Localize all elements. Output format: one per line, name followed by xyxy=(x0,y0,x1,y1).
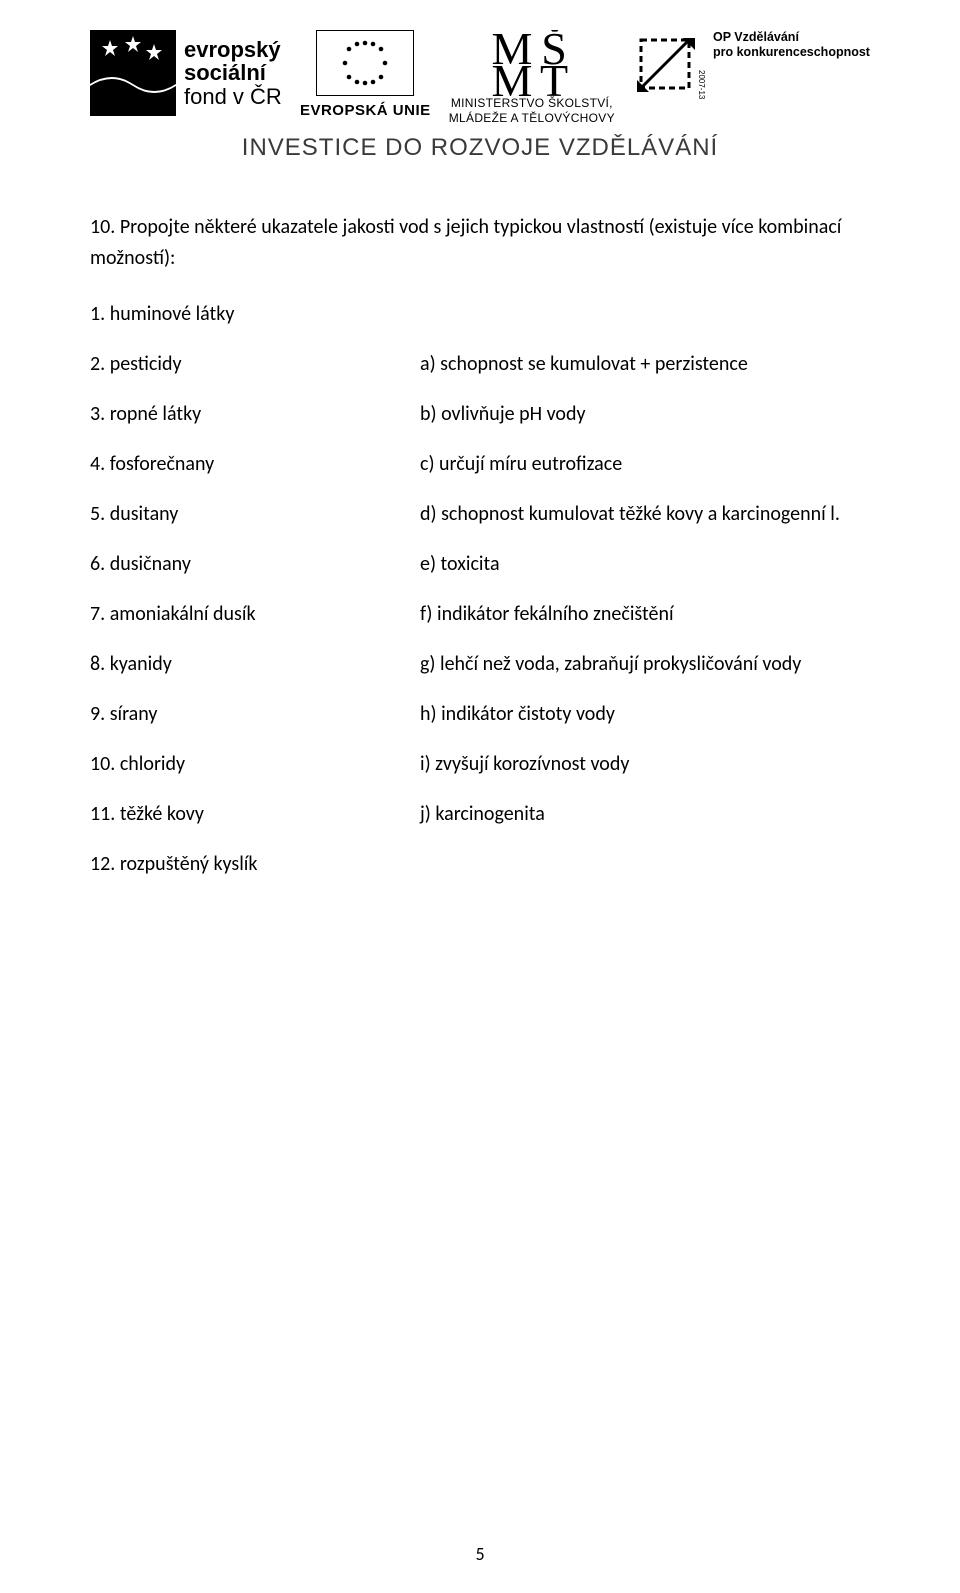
pair-right: d) schopnost kumulovat těžké kovy a karc… xyxy=(420,502,870,526)
opvk-year: 2007-13 xyxy=(697,70,705,100)
pair-row: 6. dusičnanye) toxicita xyxy=(90,552,870,576)
pairs-container: 1. huminové látky 2. pesticidya) schopnos… xyxy=(90,302,870,876)
pair-right: i) zvyšují korozívnost vody xyxy=(420,752,870,776)
esf-logo: evropský sociální fond v ČR xyxy=(90,30,282,116)
pair-row: 5. dusitanyd) schopnost kumulovat těžké … xyxy=(90,502,870,526)
esf-line3: fond v ČR xyxy=(184,85,282,108)
pair-row: 12. rozpuštěný kyslík xyxy=(90,852,870,876)
pair-left: 11. těžké kovy xyxy=(90,802,420,826)
pair-row: 11. těžké kovyj) karcinogenita xyxy=(90,802,870,826)
pair-right: b) ovlivňuje pH vody xyxy=(420,402,870,426)
pair-right xyxy=(420,302,870,326)
opvk-text: OP Vzdělávání pro konkurenceschopnost xyxy=(713,30,870,60)
pair-left: 1. huminové látky xyxy=(90,302,420,326)
pair-left: 7. amoniakální dusík xyxy=(90,602,420,626)
pair-left: 10. chloridy xyxy=(90,752,420,776)
pair-left: 6. dusičnany xyxy=(90,552,420,576)
esf-text: evropský sociální fond v ČR xyxy=(184,38,282,107)
opvk-line2: pro konkurenceschopnost xyxy=(713,45,870,60)
pair-left: 5. dusitany xyxy=(90,502,420,526)
esf-line1: evropský xyxy=(184,38,282,61)
pair-left: 3. ropné látky xyxy=(90,402,420,426)
opvk-line1: OP Vzdělávání xyxy=(713,30,870,45)
pair-row: 8. kyanidyg) lehčí než voda, zabraňují p… xyxy=(90,652,870,676)
pair-row: 1. huminové látky xyxy=(90,302,870,326)
pair-row: 10. chloridyi) zvyšují korozívnost vody xyxy=(90,752,870,776)
svg-text:M: M xyxy=(491,55,532,98)
msmt-line2: MLÁDEŽE A TĚLOVÝCHOVY xyxy=(449,111,615,126)
opvk-logo: 2007-13 OP Vzdělávání pro konkurencescho… xyxy=(633,30,870,102)
pair-left: 12. rozpuštěný kyslík xyxy=(90,852,420,876)
pair-right xyxy=(420,852,870,876)
pair-left: 9. sírany xyxy=(90,702,420,726)
pair-row: 2. pesticidya) schopnost se kumulovat + … xyxy=(90,352,870,376)
pair-right: j) karcinogenita xyxy=(420,802,870,826)
pair-row: 4. fosforečnanyc) určují míru eutrofizac… xyxy=(90,452,870,476)
eu-label: EVROPSKÁ UNIE xyxy=(300,102,431,119)
pair-row: 3. ropné látkyb) ovlivňuje pH vody xyxy=(90,402,870,426)
svg-text:T: T xyxy=(540,55,568,98)
header-logos: evropský sociální fond v ČR xyxy=(90,30,870,126)
eu-logo: EVROPSKÁ UNIE xyxy=(300,30,431,119)
pair-left: 4. fosforečnany xyxy=(90,452,420,476)
pair-left: 2. pesticidy xyxy=(90,352,420,376)
msmt-subtitle: MINISTERSTVO ŠKOLSTVÍ, MLÁDEŽE A TĚLOVÝC… xyxy=(449,96,615,126)
pair-right: g) lehčí než voda, zabraňují prokysličov… xyxy=(420,652,870,676)
question-intro: 10. Propojte některé ukazatele jakosti v… xyxy=(90,212,870,274)
pair-left: 8. kyanidy xyxy=(90,652,420,676)
investice-heading: INVESTICE DO ROZVOJE VZDĚLÁVÁNÍ xyxy=(90,134,870,162)
pair-right: a) schopnost se kumulovat + perzistence xyxy=(420,352,870,376)
esf-line2: sociální xyxy=(184,61,282,84)
esf-flag-icon xyxy=(90,30,176,116)
pair-right: c) určují míru eutrofizace xyxy=(420,452,870,476)
pair-row: 9. síranyh) indikátor čistoty vody xyxy=(90,702,870,726)
msmt-line1: MINISTERSTVO ŠKOLSTVÍ, xyxy=(449,96,615,111)
eu-flag-icon xyxy=(316,30,414,96)
pair-right: e) toxicita xyxy=(420,552,870,576)
pair-row: 7. amoniakální dusíkf) indikátor fekální… xyxy=(90,602,870,626)
page-number: 5 xyxy=(475,1543,484,1565)
pair-right: h) indikátor čistoty vody xyxy=(420,702,870,726)
msmt-logo: M Š M T MINISTERSTVO ŠKOLSTVÍ, MLÁDEŽE A… xyxy=(449,30,615,126)
msmt-logo-icon: M Š M T xyxy=(472,30,592,92)
opvk-box-icon: 2007-13 xyxy=(633,30,705,102)
pair-right: f) indikátor fekálního znečištění xyxy=(420,602,870,626)
